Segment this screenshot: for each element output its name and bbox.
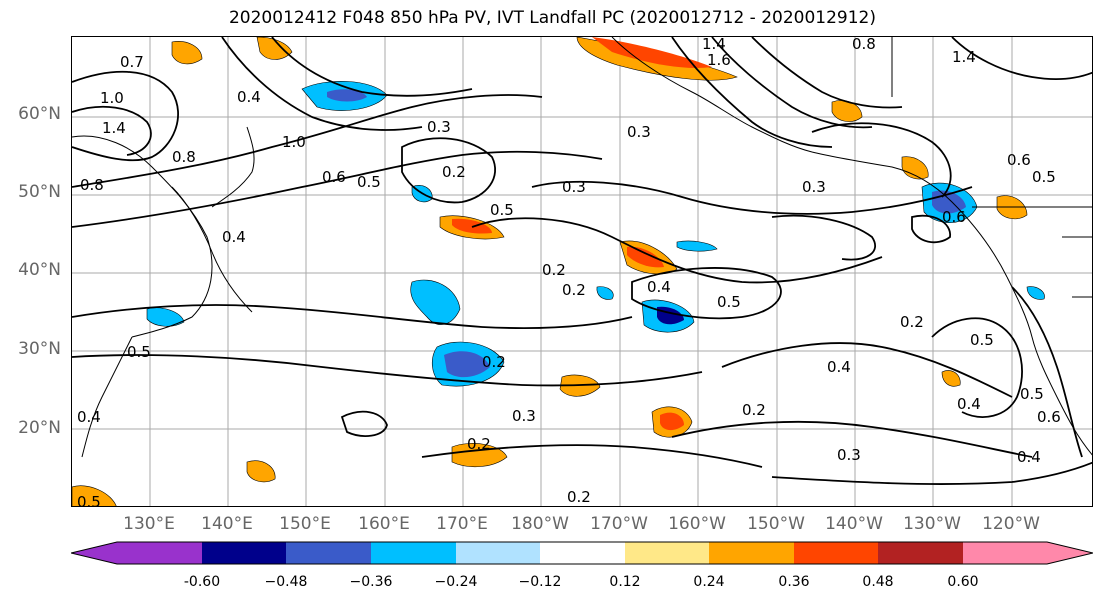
contour-label: 0.5	[1032, 168, 1056, 186]
map-title: 2020012412 F048 850 hPa PV, IVT Landfall…	[228, 8, 876, 28]
lon-label-180w: 180°W	[511, 514, 569, 534]
contour-label: 0.3	[562, 178, 586, 196]
contour-label: 1.4	[702, 37, 726, 53]
lon-label-120w: 120°W	[982, 514, 1040, 534]
lon-label-140w: 140°W	[825, 514, 883, 534]
lon-label-170w: 170°W	[590, 514, 648, 534]
contour-label: 0.3	[802, 178, 826, 196]
colorbar-tick-label: 0.12	[609, 574, 641, 590]
colorbar-swatch	[540, 542, 625, 564]
contour-label: 0.2	[567, 488, 591, 506]
contour-label: 0.4	[237, 88, 261, 106]
contour-label: 0.4	[222, 228, 246, 246]
colorbar-tick-label: 0.24	[693, 574, 725, 590]
colorbar	[71, 541, 1093, 565]
contour-label: 0.7	[120, 53, 144, 71]
colorbar-swatch	[202, 542, 286, 564]
contour-label: 0.5	[1020, 385, 1044, 403]
contour-label: 0.2	[542, 261, 566, 279]
lon-label-150w: 150°W	[747, 514, 805, 534]
contour-label: 0.5	[970, 331, 994, 349]
contour-label: 0.6	[942, 208, 966, 226]
lon-label-130w: 130°W	[903, 514, 961, 534]
contour-label: 0.8	[852, 37, 876, 53]
colorbar-tick-label: -0.60	[183, 574, 221, 590]
contour-label: 0.2	[442, 163, 466, 181]
lon-label-170e: 170°E	[436, 514, 488, 534]
lon-label-140e: 140°E	[201, 514, 253, 534]
colorbar-tick-label: −0.36	[349, 574, 393, 590]
contour-label: 0.3	[427, 118, 451, 136]
lat-label-20n: 20°N	[18, 418, 61, 438]
contour-label: 0.5	[717, 293, 741, 311]
lat-label-30n: 30°N	[18, 339, 61, 359]
contour-label: 0.2	[467, 435, 491, 453]
contour-label: 1.4	[102, 119, 126, 137]
lon-label-160w: 160°W	[668, 514, 726, 534]
contour-label: 0.5	[77, 493, 101, 507]
contour-label: 0.3	[512, 407, 536, 425]
lon-label-130e: 130°E	[123, 514, 175, 534]
lat-label-60n: 60°N	[18, 104, 61, 124]
contour-label: 0.6	[322, 168, 346, 186]
contour-label: 0.4	[1017, 448, 1041, 466]
colorbar-tick-label: −0.24	[434, 574, 478, 590]
colorbar-outline	[71, 541, 1093, 565]
colorbar-swatch	[963, 542, 1093, 564]
pv-contours	[72, 37, 1092, 485]
contour-labels: 0.7 1.0 0.8 1.4 0.8 0.4 1.0 0.6 0.5 0.3 …	[77, 37, 1061, 507]
contour-label: 0.2	[482, 353, 506, 371]
colorbar-swatch	[794, 542, 878, 564]
colorbar-swatch	[286, 542, 371, 564]
lon-label-150e: 150°E	[279, 514, 331, 534]
contour-label: 1.0	[100, 89, 124, 107]
contour-label: 1.0	[282, 133, 306, 151]
colorbar-swatch	[878, 542, 963, 564]
colorbar-swatch	[709, 542, 794, 564]
lat-label-40n: 40°N	[18, 260, 61, 280]
graticule	[72, 37, 1092, 506]
contour-label: 0.4	[77, 408, 101, 426]
contour-label: 0.6	[1037, 408, 1061, 426]
contour-label: 0.4	[957, 395, 981, 413]
colorbar-swatch	[371, 542, 456, 564]
contour-label: 0.5	[127, 343, 151, 361]
contour-label: 1.6	[707, 51, 731, 69]
contour-label: 0.2	[742, 401, 766, 419]
contour-label: 0.8	[80, 176, 104, 194]
colorbar-tick-label: 0.48	[862, 574, 894, 590]
colorbar-segments	[71, 542, 1093, 564]
contour-label: 0.2	[562, 281, 586, 299]
contour-label: 0.5	[357, 173, 381, 191]
colorbar-swatch	[71, 542, 202, 564]
colorbar-swatch	[456, 542, 540, 564]
contour-label: 0.8	[172, 148, 196, 166]
contour-label: 0.3	[627, 123, 651, 141]
lon-label-160e: 160°E	[358, 514, 410, 534]
contour-label: 1.4	[952, 48, 976, 66]
contour-label: 0.6	[1007, 151, 1031, 169]
map-panel[interactable]: 0.7 1.0 0.8 1.4 0.8 0.4 1.0 0.6 0.5 0.3 …	[71, 36, 1093, 507]
colorbar-swatch	[625, 542, 709, 564]
contour-label: 0.3	[837, 446, 861, 464]
colorbar-tick-label: 0.60	[947, 574, 979, 590]
colorbar-tick-label: −0.12	[518, 574, 562, 590]
contour-label: 0.5	[490, 201, 514, 219]
colorbar-tick-label: −0.48	[264, 574, 308, 590]
contour-label: 0.2	[900, 313, 924, 331]
colorbar-tick-label: 0.36	[778, 574, 810, 590]
contour-label: 0.4	[827, 358, 851, 376]
lat-label-50n: 50°N	[18, 182, 61, 202]
coastlines	[72, 37, 1092, 458]
map-canvas: 0.7 1.0 0.8 1.4 0.8 0.4 1.0 0.6 0.5 0.3 …	[72, 37, 1092, 507]
contour-label: 0.4	[647, 278, 671, 296]
